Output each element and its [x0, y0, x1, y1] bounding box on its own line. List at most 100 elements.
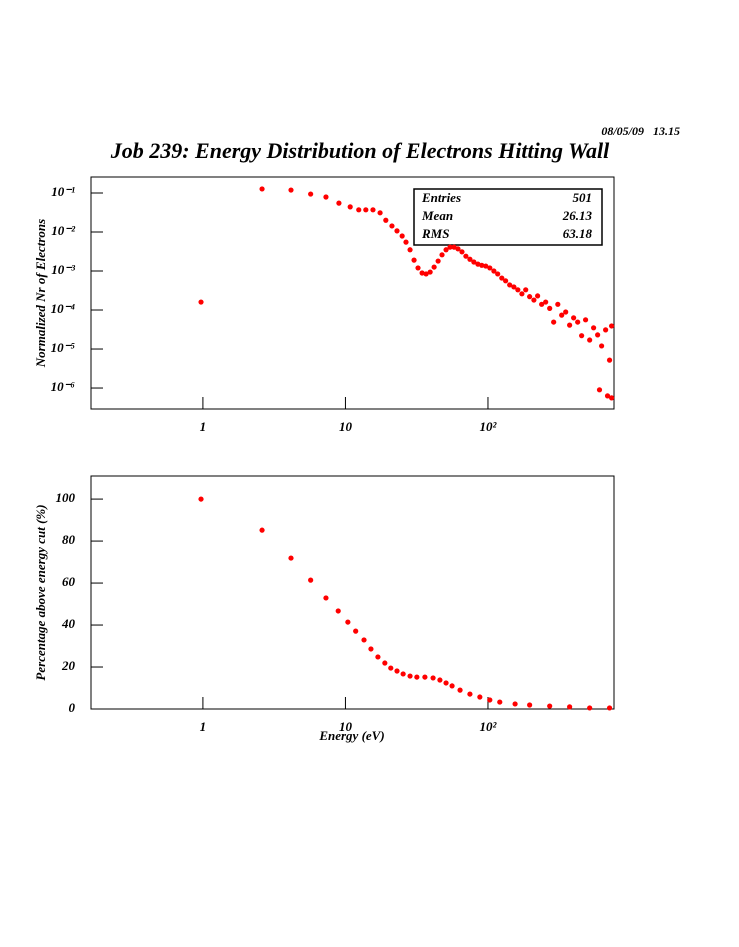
x-axis-label: Energy (eV) [318, 728, 384, 743]
x-tick-label: 10² [480, 719, 498, 734]
data-point [308, 577, 314, 583]
data-point [527, 702, 533, 708]
data-point [288, 555, 294, 561]
data-point [388, 665, 394, 671]
data-point [431, 264, 437, 270]
data-point [559, 312, 565, 318]
data-point [587, 705, 593, 711]
data-point [547, 703, 553, 709]
data-point [423, 271, 429, 277]
data-point [499, 275, 505, 281]
data-point [368, 646, 374, 652]
data-point [463, 253, 469, 259]
stats-label: RMS [421, 226, 449, 241]
data-point [497, 699, 503, 705]
data-point [471, 259, 477, 265]
data-point [591, 325, 597, 331]
data-point [563, 309, 569, 315]
data-point [451, 244, 457, 250]
data-point [609, 323, 615, 329]
y-axis-label: Normalized Nr of Electrons [33, 219, 48, 368]
x-tick-label: 10 [339, 419, 353, 434]
data-point [347, 204, 353, 210]
data-point [515, 287, 521, 293]
data-point [377, 210, 383, 216]
data-point [435, 258, 441, 264]
x-tick-label: 1 [200, 719, 207, 734]
y-tick-label: 10⁻⁶ [51, 379, 75, 394]
data-point [323, 595, 329, 601]
data-point [382, 660, 388, 666]
data-point [571, 315, 577, 321]
data-point [531, 297, 537, 303]
x-tick-label: 10 [339, 719, 353, 734]
x-tick-label: 10² [480, 419, 498, 434]
data-point [308, 191, 314, 197]
data-point [394, 228, 400, 234]
data-point [567, 704, 573, 710]
data-point [599, 343, 605, 349]
stats-box [413, 188, 603, 246]
data-point [495, 271, 501, 277]
stats-value: 501 [573, 190, 593, 205]
stats-value: 63.18 [563, 226, 593, 241]
data-point [414, 674, 420, 680]
data-point [443, 680, 449, 686]
data-point [604, 393, 611, 399]
data-point [443, 247, 449, 253]
data-point [519, 291, 525, 297]
data-point [198, 496, 204, 502]
data-point [345, 619, 351, 625]
y-tick-label: 40 [61, 616, 76, 631]
data-point [353, 628, 359, 634]
data-point [439, 252, 445, 258]
data-point [477, 694, 483, 700]
y-tick-label: 10⁻³ [51, 262, 76, 277]
data-point [479, 262, 485, 268]
data-point [483, 263, 489, 269]
y-tick-label: 10⁻¹ [51, 184, 75, 199]
y-tick-label: 80 [62, 532, 76, 547]
data-point [606, 705, 613, 711]
data-point [467, 256, 473, 262]
data-point [467, 691, 473, 697]
plot-frame [90, 176, 615, 410]
data-point [457, 687, 463, 693]
data-point [288, 187, 294, 193]
data-point [567, 322, 573, 328]
data-point [527, 294, 533, 300]
data-point [407, 247, 413, 253]
data-point [394, 668, 400, 674]
data-point [511, 284, 517, 290]
data-point [422, 674, 428, 680]
data-point [407, 673, 413, 679]
data-point [449, 683, 455, 689]
data-point [539, 301, 545, 307]
data-point [323, 194, 329, 200]
data-point [487, 697, 493, 703]
data-point [363, 207, 369, 213]
data-point [609, 395, 615, 401]
y-tick-label: 10⁻⁴ [51, 301, 76, 316]
data-point [491, 268, 497, 274]
data-point [389, 223, 395, 229]
data-point [375, 654, 381, 660]
data-point [335, 608, 341, 614]
data-point [370, 207, 376, 213]
data-point [459, 249, 465, 255]
y-tick-label: 60 [62, 574, 76, 589]
data-point [455, 246, 461, 252]
stats-label: Mean [421, 208, 453, 223]
data-point [427, 269, 433, 275]
data-point [587, 337, 593, 343]
date: 08/05/09 13.15 [601, 124, 680, 138]
data-point [447, 244, 453, 250]
x-tick-label: 1 [200, 419, 207, 434]
plot-frame [90, 475, 615, 710]
data-point [356, 207, 362, 213]
data-point [503, 278, 509, 284]
y-tick-label: 0 [69, 700, 76, 715]
title: Job 239: Energy Distribution of Electron… [110, 138, 610, 163]
y-tick-label: 100 [56, 490, 76, 505]
y-tick-label: 10⁻² [51, 223, 76, 238]
